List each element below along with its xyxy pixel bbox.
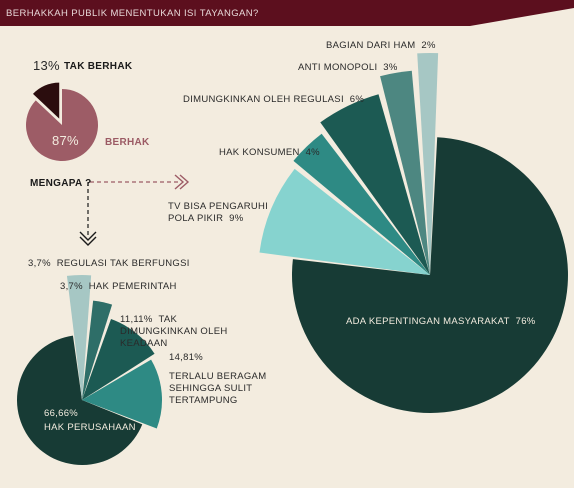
slice-label-hak-perusahaan: HAK PERUSAHAAN [44, 422, 136, 433]
pie-slice-hak-pemerintah [82, 300, 113, 400]
slice-label-tak-berhak: TAK BERHAK [64, 61, 133, 72]
slice-pct-hak-perusahaan: 66,66% [44, 408, 79, 419]
slice-label-berhak: BERHAK [105, 137, 150, 148]
pie-chart-reasons-yes [259, 53, 568, 414]
pie-slice-berhak [26, 89, 99, 161]
pie-slice-hak-perusahaan [17, 335, 143, 466]
slice-label-kepentingan-masyarakat: ADA KEPENTINGAN MASYARAKAT 76% [346, 316, 536, 327]
pie-slice-regulasi-tak-berfungsi [66, 275, 92, 400]
slice-pct-tak-berhak: 13% [33, 58, 60, 73]
slice-pct-berhak: 87% [52, 133, 79, 148]
slice-pct-terlalu-beragam: 14,81% [169, 352, 204, 363]
page-title: BERHAKKAH PUBLIK MENENTUKAN ISI TAYANGAN… [6, 8, 259, 19]
pie-chart-reasons-no [17, 275, 163, 466]
pie-slice-dimungkinkan-oleh-regulasi [320, 94, 430, 275]
pie-slice-tak-dimungkinkan-oleh-keadaan [82, 319, 155, 400]
pie-slice-ada-kepentingan-masyarakat [291, 137, 568, 414]
slice-label-tv-pengaruhi: TV BISA PENGARUHI POLA PIKIR 9% [168, 201, 269, 224]
slice-label-terlalu-beragam: TERLALU BERAGAM SEHINGGA SULIT TERTAMPUN… [169, 371, 267, 406]
pie-slice-anti-monopoli [380, 70, 430, 275]
why-label: MENGAPA ? [30, 178, 92, 189]
pie-slice-terlalu-beragam-sehingga-sulit-tertampung [82, 359, 163, 429]
header-banner [0, 0, 574, 26]
pie-chart-rights [26, 82, 99, 161]
arrowhead-down-icon [79, 231, 97, 246]
pie-slice-hak-konsumen [293, 133, 430, 275]
slice-label-tak-dimungkinkan: 11,11% TAK DIMUNGKINKAN OLEH KEADAAN [120, 314, 228, 349]
slice-label-regulasi: DIMUNGKINKAN OLEH REGULASI 6% [183, 94, 365, 105]
pie-slice-tak-berhak [32, 82, 60, 119]
slice-label-hak-konsumen: HAK KONSUMEN 4% [219, 147, 320, 158]
slice-label-hak-pemerintah: 3,7% HAK PEMERINTAH [60, 281, 177, 292]
pie-slice-tv-bisa-pengaruhi-pola-pikir [259, 168, 430, 275]
slice-label-anti-monopoli: ANTI MONOPOLI 3% [298, 62, 398, 73]
pie-slice-bagian-dari-ham [417, 53, 439, 276]
slice-label-bagian-dari-ham: BAGIAN DARI HAM 2% [326, 40, 436, 51]
arrowhead-right-icon [174, 174, 190, 190]
slice-label-regulasi-tak-berfungsi: 3,7% REGULASI TAK BERFUNGSI [28, 258, 190, 269]
